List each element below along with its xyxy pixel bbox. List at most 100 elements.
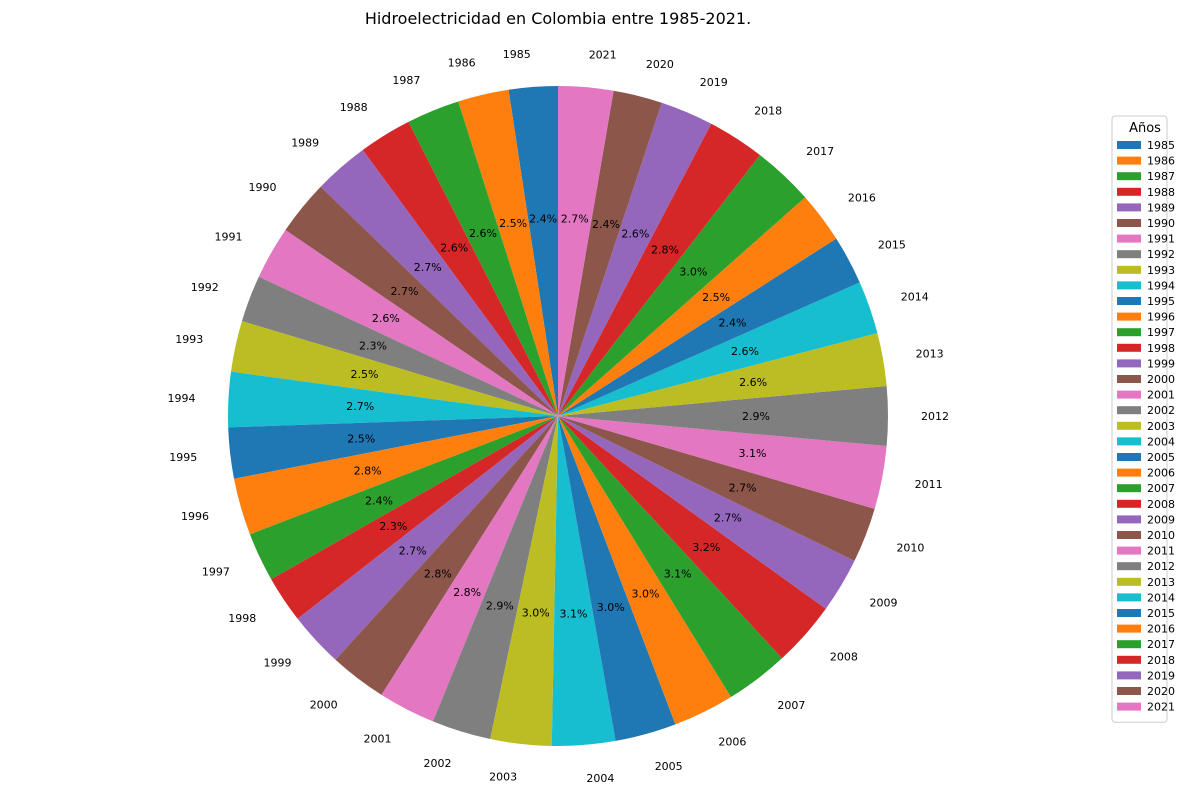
legend-swatch-2005 <box>1117 453 1141 461</box>
legend-swatch-1993 <box>1117 265 1141 274</box>
pct-label-1987: 2.6% <box>469 227 497 240</box>
pie-slice-1985 <box>508 86 558 416</box>
legend-label-1998: 1998 <box>1147 342 1175 355</box>
pie-slice-1988 <box>362 121 558 416</box>
legend-swatch-2011 <box>1117 546 1141 555</box>
pct-label-2019: 2.6% <box>621 228 649 241</box>
pct-label-2021: 2.7% <box>561 213 589 226</box>
pct-label-1998: 2.3% <box>379 520 407 533</box>
pie-slice-1989 <box>320 150 558 416</box>
year-label-2012: 2012 <box>921 410 949 423</box>
legend-label-2008: 2008 <box>1147 498 1175 511</box>
year-label-2017: 2017 <box>806 145 834 158</box>
year-label-2013: 2013 <box>916 348 944 361</box>
legend-label-2004: 2004 <box>1147 435 1175 448</box>
legend-swatch-2016 <box>1117 624 1141 633</box>
legend-swatch-1990 <box>1117 219 1141 227</box>
percentage-labels: 2.4%2.5%2.6%2.6%2.7%2.7%2.6%2.3%2.5%2.7%… <box>346 213 770 621</box>
legend-swatch-1994 <box>1117 281 1141 290</box>
legend-swatch-1986 <box>1117 156 1141 165</box>
legend-swatch-2001 <box>1117 390 1141 399</box>
pie-slice-1995 <box>228 416 559 479</box>
pct-label-2010: 2.7% <box>729 482 757 495</box>
legend-label-2018: 2018 <box>1147 654 1175 667</box>
pct-label-1997: 2.4% <box>365 495 393 508</box>
legend-swatch-2004 <box>1117 437 1141 446</box>
pie-slice-2004 <box>551 416 616 746</box>
pct-label-2014: 2.6% <box>731 345 759 358</box>
pie-slice-1996 <box>234 416 559 535</box>
pie-slice-2016 <box>558 197 837 416</box>
legend-label-2006: 2006 <box>1147 467 1175 480</box>
pie-slice-1987 <box>408 101 558 417</box>
pie-slice-2020 <box>558 90 662 416</box>
legend-label-2015: 2015 <box>1147 607 1175 620</box>
year-label-2011: 2011 <box>915 478 943 491</box>
legend-swatch-2019 <box>1117 671 1141 680</box>
legend-swatch-2018 <box>1117 655 1141 664</box>
year-label-2006: 2006 <box>718 736 746 749</box>
pie-slice-1993 <box>230 321 559 416</box>
pie-slice-2017 <box>558 154 806 416</box>
pct-label-2002: 2.9% <box>486 599 514 612</box>
year-label-1997: 1997 <box>202 565 230 578</box>
pie-slice-2009 <box>558 416 855 609</box>
pct-label-2020: 2.4% <box>592 218 620 231</box>
pct-label-1994: 2.7% <box>346 400 374 413</box>
year-label-2020: 2020 <box>646 58 674 71</box>
year-label-1998: 1998 <box>228 612 256 625</box>
legend-label-1985: 1985 <box>1147 139 1175 152</box>
legend-label-1987: 1987 <box>1147 170 1175 183</box>
legend-swatch-2013 <box>1117 577 1141 586</box>
year-label-1990: 1990 <box>249 181 277 194</box>
pie-slice-1994 <box>228 371 559 428</box>
year-label-1985: 1985 <box>503 48 531 61</box>
pct-label-1990: 2.7% <box>391 285 419 298</box>
pct-label-2000: 2.8% <box>424 567 452 580</box>
legend: Años 1985 1986 1987 1988 1989 1990 1991 1992 199… <box>1111 115 1175 723</box>
year-label-2005: 2005 <box>655 760 683 773</box>
pct-label-1985: 2.4% <box>529 213 557 226</box>
pct-label-1991: 2.6% <box>372 312 400 325</box>
legend-swatch-2015 <box>1117 609 1141 617</box>
legend-swatch-2009 <box>1117 515 1141 524</box>
pie-slice-2012 <box>558 386 888 446</box>
pct-label-2005: 3.0% <box>597 601 625 614</box>
year-label-2010: 2010 <box>896 541 924 554</box>
year-label-2001: 2001 <box>363 733 391 746</box>
legend-swatch-1991 <box>1117 234 1141 243</box>
legend-swatch-2007 <box>1117 484 1141 493</box>
year-label-2008: 2008 <box>830 651 858 664</box>
pie-slice-2003 <box>490 416 558 746</box>
legend-label-1996: 1996 <box>1147 311 1175 324</box>
legend-label-2007: 2007 <box>1147 482 1175 495</box>
legend-swatch-1999 <box>1117 359 1141 368</box>
legend-swatch-2014 <box>1117 593 1141 602</box>
legend-label-2014: 2014 <box>1147 591 1175 604</box>
legend-swatch-1989 <box>1117 203 1141 212</box>
legend-swatch-2020 <box>1117 687 1141 695</box>
legend-label-1992: 1992 <box>1147 248 1175 261</box>
chart-title: Hidroelectricidad en Colombia entre 1985… <box>365 9 751 28</box>
legend-label-1990: 1990 <box>1147 217 1175 230</box>
legend-label-2016: 2016 <box>1147 623 1175 636</box>
pie-slice-2014 <box>558 282 878 416</box>
year-label-2007: 2007 <box>777 699 805 712</box>
legend-swatch-1988 <box>1117 187 1141 196</box>
pct-label-2008: 3.2% <box>692 541 720 554</box>
legend-swatch-2021 <box>1117 702 1141 711</box>
pie-slice-2005 <box>558 416 676 741</box>
year-label-2014: 2014 <box>901 290 929 303</box>
pie-slice-2019 <box>558 102 712 417</box>
legend-swatch-2012 <box>1117 562 1141 571</box>
legend-swatch-2000 <box>1117 375 1141 383</box>
legend-items: 1985 1986 1987 1988 1989 1990 1991 1992 1993 1994… <box>1117 139 1175 714</box>
year-label-2018: 2018 <box>754 105 782 118</box>
legend-label-2002: 2002 <box>1147 404 1175 417</box>
legend-swatch-2010 <box>1117 531 1141 539</box>
pie-slice-2011 <box>558 416 887 509</box>
legend-swatch-2003 <box>1117 421 1141 430</box>
legend-swatch-1995 <box>1117 297 1141 305</box>
legend-label-2010: 2010 <box>1147 529 1175 542</box>
